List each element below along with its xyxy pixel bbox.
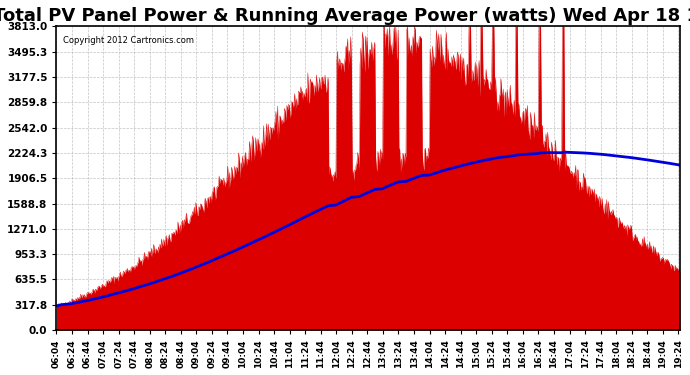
Text: Copyright 2012 Cartronics.com: Copyright 2012 Cartronics.com [63, 36, 194, 45]
Title: Total PV Panel Power & Running Average Power (watts) Wed Apr 18 19:38: Total PV Panel Power & Running Average P… [0, 7, 690, 25]
